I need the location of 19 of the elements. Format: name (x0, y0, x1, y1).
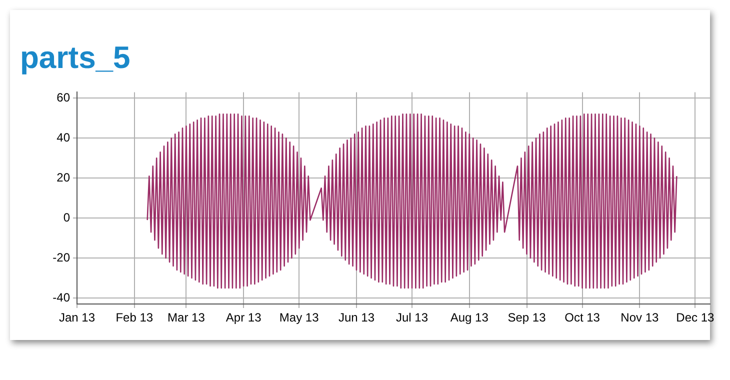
x-tick-label: Nov 13 (620, 310, 659, 325)
y-tick-label: 40 (56, 130, 70, 144)
x-tick-label: Jul 13 (396, 310, 428, 325)
x-tick-label: Sep 13 (508, 310, 546, 325)
y-tick-label: 60 (56, 90, 70, 105)
chart-title: parts_5 (20, 40, 130, 76)
x-tick-label: Feb 13 (116, 310, 154, 325)
y-tick-label: -20 (52, 250, 70, 264)
y-tick-label: 0 (63, 210, 70, 224)
y-tick-label: -40 (52, 290, 70, 304)
x-tick-label: Mar 13 (168, 310, 206, 325)
x-tick-label: Jan 13 (58, 310, 96, 325)
x-tick-label: Jun 13 (338, 310, 375, 325)
x-tick-label: Apr 13 (226, 310, 262, 325)
x-tick-label: Aug 13 (450, 310, 489, 325)
x-tick-label: May 13 (279, 310, 320, 325)
x-tick-label: Oct 13 (564, 310, 600, 325)
x-tick-label: Dec 13 (676, 310, 715, 325)
y-tick-label: 20 (56, 170, 70, 184)
